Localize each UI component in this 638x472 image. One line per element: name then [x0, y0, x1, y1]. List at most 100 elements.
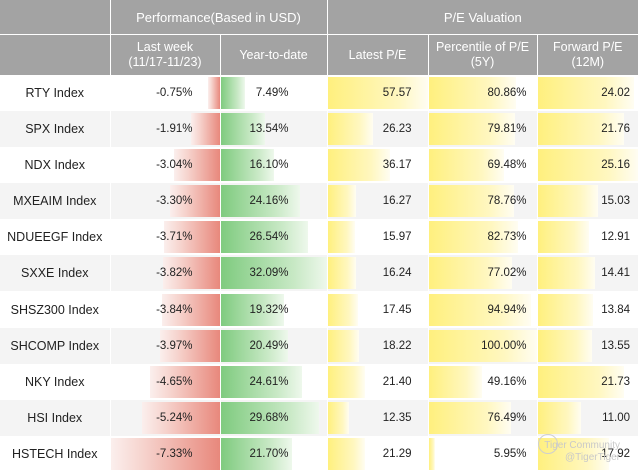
- cell-fwd-pe-inner: 13.55: [537, 328, 638, 364]
- cell-pct-pe: 100.00%: [428, 327, 538, 364]
- value-pct-pe: 82.73%: [487, 231, 527, 244]
- cell-pct-pe: 80.86%: [428, 75, 538, 112]
- value-ytd: 32.09%: [249, 267, 289, 280]
- cell-last-week: -5.24%: [110, 399, 221, 436]
- value-pct-pe: 49.16%: [487, 375, 527, 388]
- bar-pct-pe: [428, 329, 537, 362]
- tiger-logo-icon: [538, 434, 558, 454]
- value-last-week: -7.33%: [156, 447, 193, 460]
- bar-latest-pe: [327, 293, 358, 326]
- cell-fwd-pe-inner: 11.00: [537, 400, 638, 436]
- value-last-week: -3.82%: [156, 267, 193, 280]
- header-index-blank: [0, 34, 111, 75]
- cell-latest-pe-inner: 57.57: [327, 75, 428, 111]
- row-index-name: SPX Index: [0, 111, 111, 148]
- value-last-week: -0.75%: [156, 87, 193, 100]
- table-row: RTY Index -0.75% 7.49% 57.57 80.86% 24.02: [0, 75, 638, 112]
- cell-ytd-inner: 16.10%: [220, 147, 327, 183]
- table-row: SHCOMP Index -3.97% 20.49% 18.22 100.00% 13.5…: [0, 327, 638, 364]
- cell-latest-pe: 17.45: [327, 291, 429, 328]
- header-group-performance: Performance(Based in USD): [110, 0, 328, 35]
- header-fwd-pe: Forward P/E (12M): [537, 34, 638, 75]
- header-blank: [0, 0, 111, 35]
- bar-fwd-pe: [537, 365, 625, 398]
- header-latest-pe: Latest P/E: [327, 34, 429, 75]
- value-latest-pe: 12.35: [382, 411, 412, 424]
- cell-ytd-inner: 29.68%: [220, 400, 327, 436]
- cell-pct-pe: 82.73%: [428, 219, 538, 256]
- value-fwd-pe: 13.84: [601, 303, 631, 316]
- value-fwd-pe: 25.16: [601, 159, 631, 172]
- bar-pct-pe: [428, 437, 435, 470]
- bar-fwd-pe: [537, 185, 598, 218]
- cell-last-week-inner: -1.91%: [111, 111, 220, 147]
- bar-ytd: [220, 113, 266, 146]
- cell-fwd-pe-inner: 15.03: [537, 183, 638, 219]
- cell-last-week: -3.84%: [110, 291, 221, 328]
- bar-latest-pe: [327, 329, 360, 362]
- cell-latest-pe: 36.17: [327, 147, 429, 184]
- cell-latest-pe-inner: 26.23: [327, 111, 428, 147]
- value-fwd-pe: 11.00: [602, 411, 631, 424]
- cell-latest-pe: 21.29: [327, 435, 429, 472]
- cell-pct-pe: 76.49%: [428, 399, 538, 436]
- value-last-week: -3.84%: [156, 303, 193, 316]
- value-last-week: -3.97%: [156, 339, 193, 352]
- bar-last-week: [141, 401, 220, 434]
- value-fwd-pe: 12.91: [601, 231, 631, 244]
- bar-latest-pe: [327, 401, 350, 434]
- cell-ytd: 21.70%: [220, 435, 328, 472]
- value-latest-pe: 17.45: [382, 303, 412, 316]
- row-index-name: SXXE Index: [0, 255, 111, 292]
- cell-fwd-pe: 24.02: [537, 75, 638, 111]
- cell-last-week: -3.30%: [110, 183, 221, 220]
- cell-ytd: 24.61%: [220, 363, 328, 400]
- cell-pct-pe-inner: 79.81%: [428, 111, 537, 147]
- value-ytd: 7.49%: [255, 87, 289, 100]
- header-fwd-pe-line2: (12M): [571, 55, 605, 69]
- cell-fwd-pe-inner: 14.41: [537, 255, 638, 291]
- row-index-name: NDUEEGF Index: [0, 219, 111, 256]
- bar-fwd-pe: [537, 221, 590, 254]
- bar-latest-pe: [327, 113, 374, 146]
- cell-ytd-inner: 32.09%: [220, 255, 327, 291]
- value-fwd-pe: 24.02: [601, 87, 631, 100]
- cell-fwd-pe-inner: 21.73: [537, 364, 638, 400]
- value-pct-pe: 78.76%: [487, 195, 527, 208]
- value-pct-pe: 76.49%: [487, 411, 527, 424]
- value-last-week: -3.71%: [156, 231, 193, 244]
- cell-last-week-inner: -3.82%: [111, 255, 220, 291]
- value-ytd: 24.16%: [249, 195, 289, 208]
- bar-last-week: [191, 113, 220, 146]
- header-ytd: Year-to-date: [220, 34, 328, 75]
- bar-latest-pe: [327, 437, 365, 470]
- table-body: RTY Index -0.75% 7.49% 57.57 80.86% 24.02 SPX …: [0, 75, 638, 472]
- cell-last-week-inner: -5.24%: [111, 400, 220, 436]
- bar-latest-pe: [327, 257, 356, 290]
- bar-latest-pe: [327, 149, 391, 182]
- header-ytd-line1: Year-to-date: [239, 47, 308, 62]
- value-fwd-pe: 21.76: [601, 123, 631, 136]
- cell-latest-pe-inner: 17.45: [327, 292, 428, 328]
- bar-latest-pe: [327, 185, 356, 218]
- cell-ytd-inner: 21.70%: [220, 436, 327, 472]
- cell-fwd-pe: 12.91: [537, 219, 638, 255]
- bar-pct-pe: [428, 113, 515, 146]
- cell-last-week-inner: -4.65%: [111, 364, 220, 400]
- cell-pct-pe-inner: 76.49%: [428, 400, 537, 436]
- cell-fwd-pe-inner: 21.76: [537, 111, 638, 147]
- cell-ytd-inner: 19.32%: [220, 292, 327, 328]
- value-pct-pe: 5.95%: [493, 447, 527, 460]
- cell-ytd: 7.49%: [220, 75, 328, 112]
- cell-latest-pe-inner: 16.27: [327, 183, 428, 219]
- bar-fwd-pe: [537, 149, 638, 182]
- bar-pct-pe: [428, 257, 512, 290]
- cell-last-week-inner: -7.33%: [110, 436, 220, 472]
- value-latest-pe: 16.27: [382, 195, 412, 208]
- cell-latest-pe: 12.35: [327, 399, 429, 436]
- value-ytd: 19.32%: [249, 303, 289, 316]
- bar-ytd: [220, 437, 293, 470]
- cell-pct-pe-inner: 82.73%: [428, 219, 537, 255]
- cell-last-week-inner: -3.30%: [111, 183, 220, 219]
